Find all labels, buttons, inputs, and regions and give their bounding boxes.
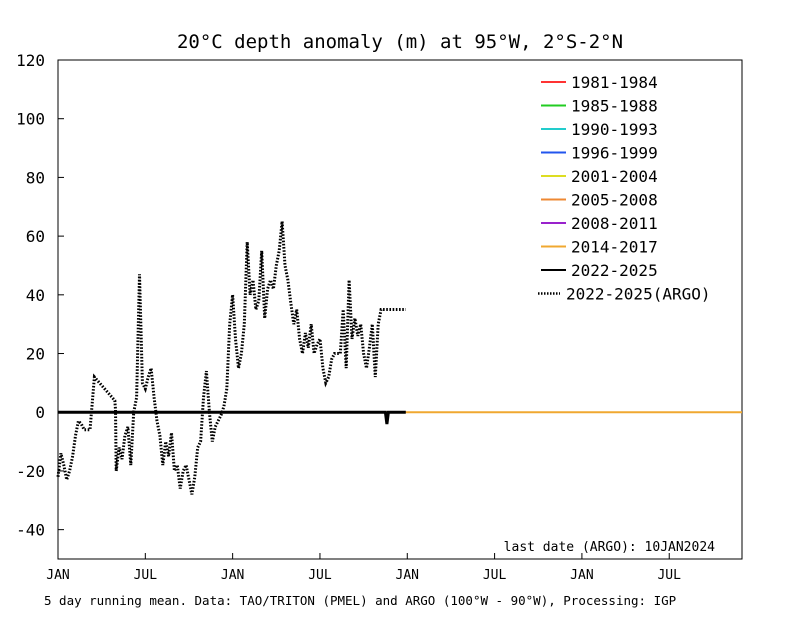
x-tick-label: JUL <box>134 568 158 583</box>
series-line-2 <box>56 221 406 495</box>
x-tick-label: JAN <box>396 568 419 583</box>
legend-label: 2001-2004 <box>571 167 658 186</box>
x-tick-label: JUL <box>657 568 681 583</box>
y-tick-label: 0 <box>35 403 45 422</box>
legend-label: 2022-2025(ARGO) <box>566 285 711 304</box>
series-layer <box>56 221 742 495</box>
y-tick-label: 120 <box>16 51 45 70</box>
y-tick-label: 60 <box>26 227 45 246</box>
x-tick-label: JUL <box>483 568 507 583</box>
y-axis: -40 -20 0 20 40 60 80 100 120 <box>16 51 64 540</box>
plot-frame <box>57 59 743 560</box>
legend-label: 2022-2025 <box>571 261 658 280</box>
y-tick-label: 100 <box>16 110 45 129</box>
y-tick-label: -40 <box>16 521 45 540</box>
legend: 1981-1984 1985-1988 1990-1993 1996-1999 2001… <box>538 73 711 304</box>
legend-label: 1985-1988 <box>571 97 658 116</box>
y-tick-label: 80 <box>26 168 45 187</box>
footer-note: 5 day running mean. Data: TAO/TRITON (PM… <box>44 593 676 608</box>
y-tick-label: 40 <box>26 286 45 305</box>
legend-label: 2005-2008 <box>571 191 658 210</box>
legend-label: 1990-1993 <box>571 120 658 139</box>
x-tick-label: JAN <box>221 568 244 583</box>
legend-label: 1996-1999 <box>571 144 658 163</box>
x-tick-label: JAN <box>46 568 69 583</box>
x-tick-label: JUL <box>308 568 332 583</box>
legend-label: 2008-2011 <box>571 214 658 233</box>
series-line-1 <box>58 410 406 425</box>
x-axis: JAN JUL JAN JUL JAN JUL JAN JUL <box>46 553 681 583</box>
legend-label: 2014-2017 <box>571 238 658 257</box>
y-tick-label: 20 <box>26 345 45 364</box>
chart-title: 20°C depth anomaly (m) at 95°W, 2°S-2°N <box>177 31 623 53</box>
last-date-annotation: last date (ARGO): 10JAN2024 <box>504 540 715 555</box>
y-tick-label: -20 <box>16 462 45 481</box>
legend-label: 1981-1984 <box>571 73 658 92</box>
x-tick-label: JAN <box>570 568 593 583</box>
